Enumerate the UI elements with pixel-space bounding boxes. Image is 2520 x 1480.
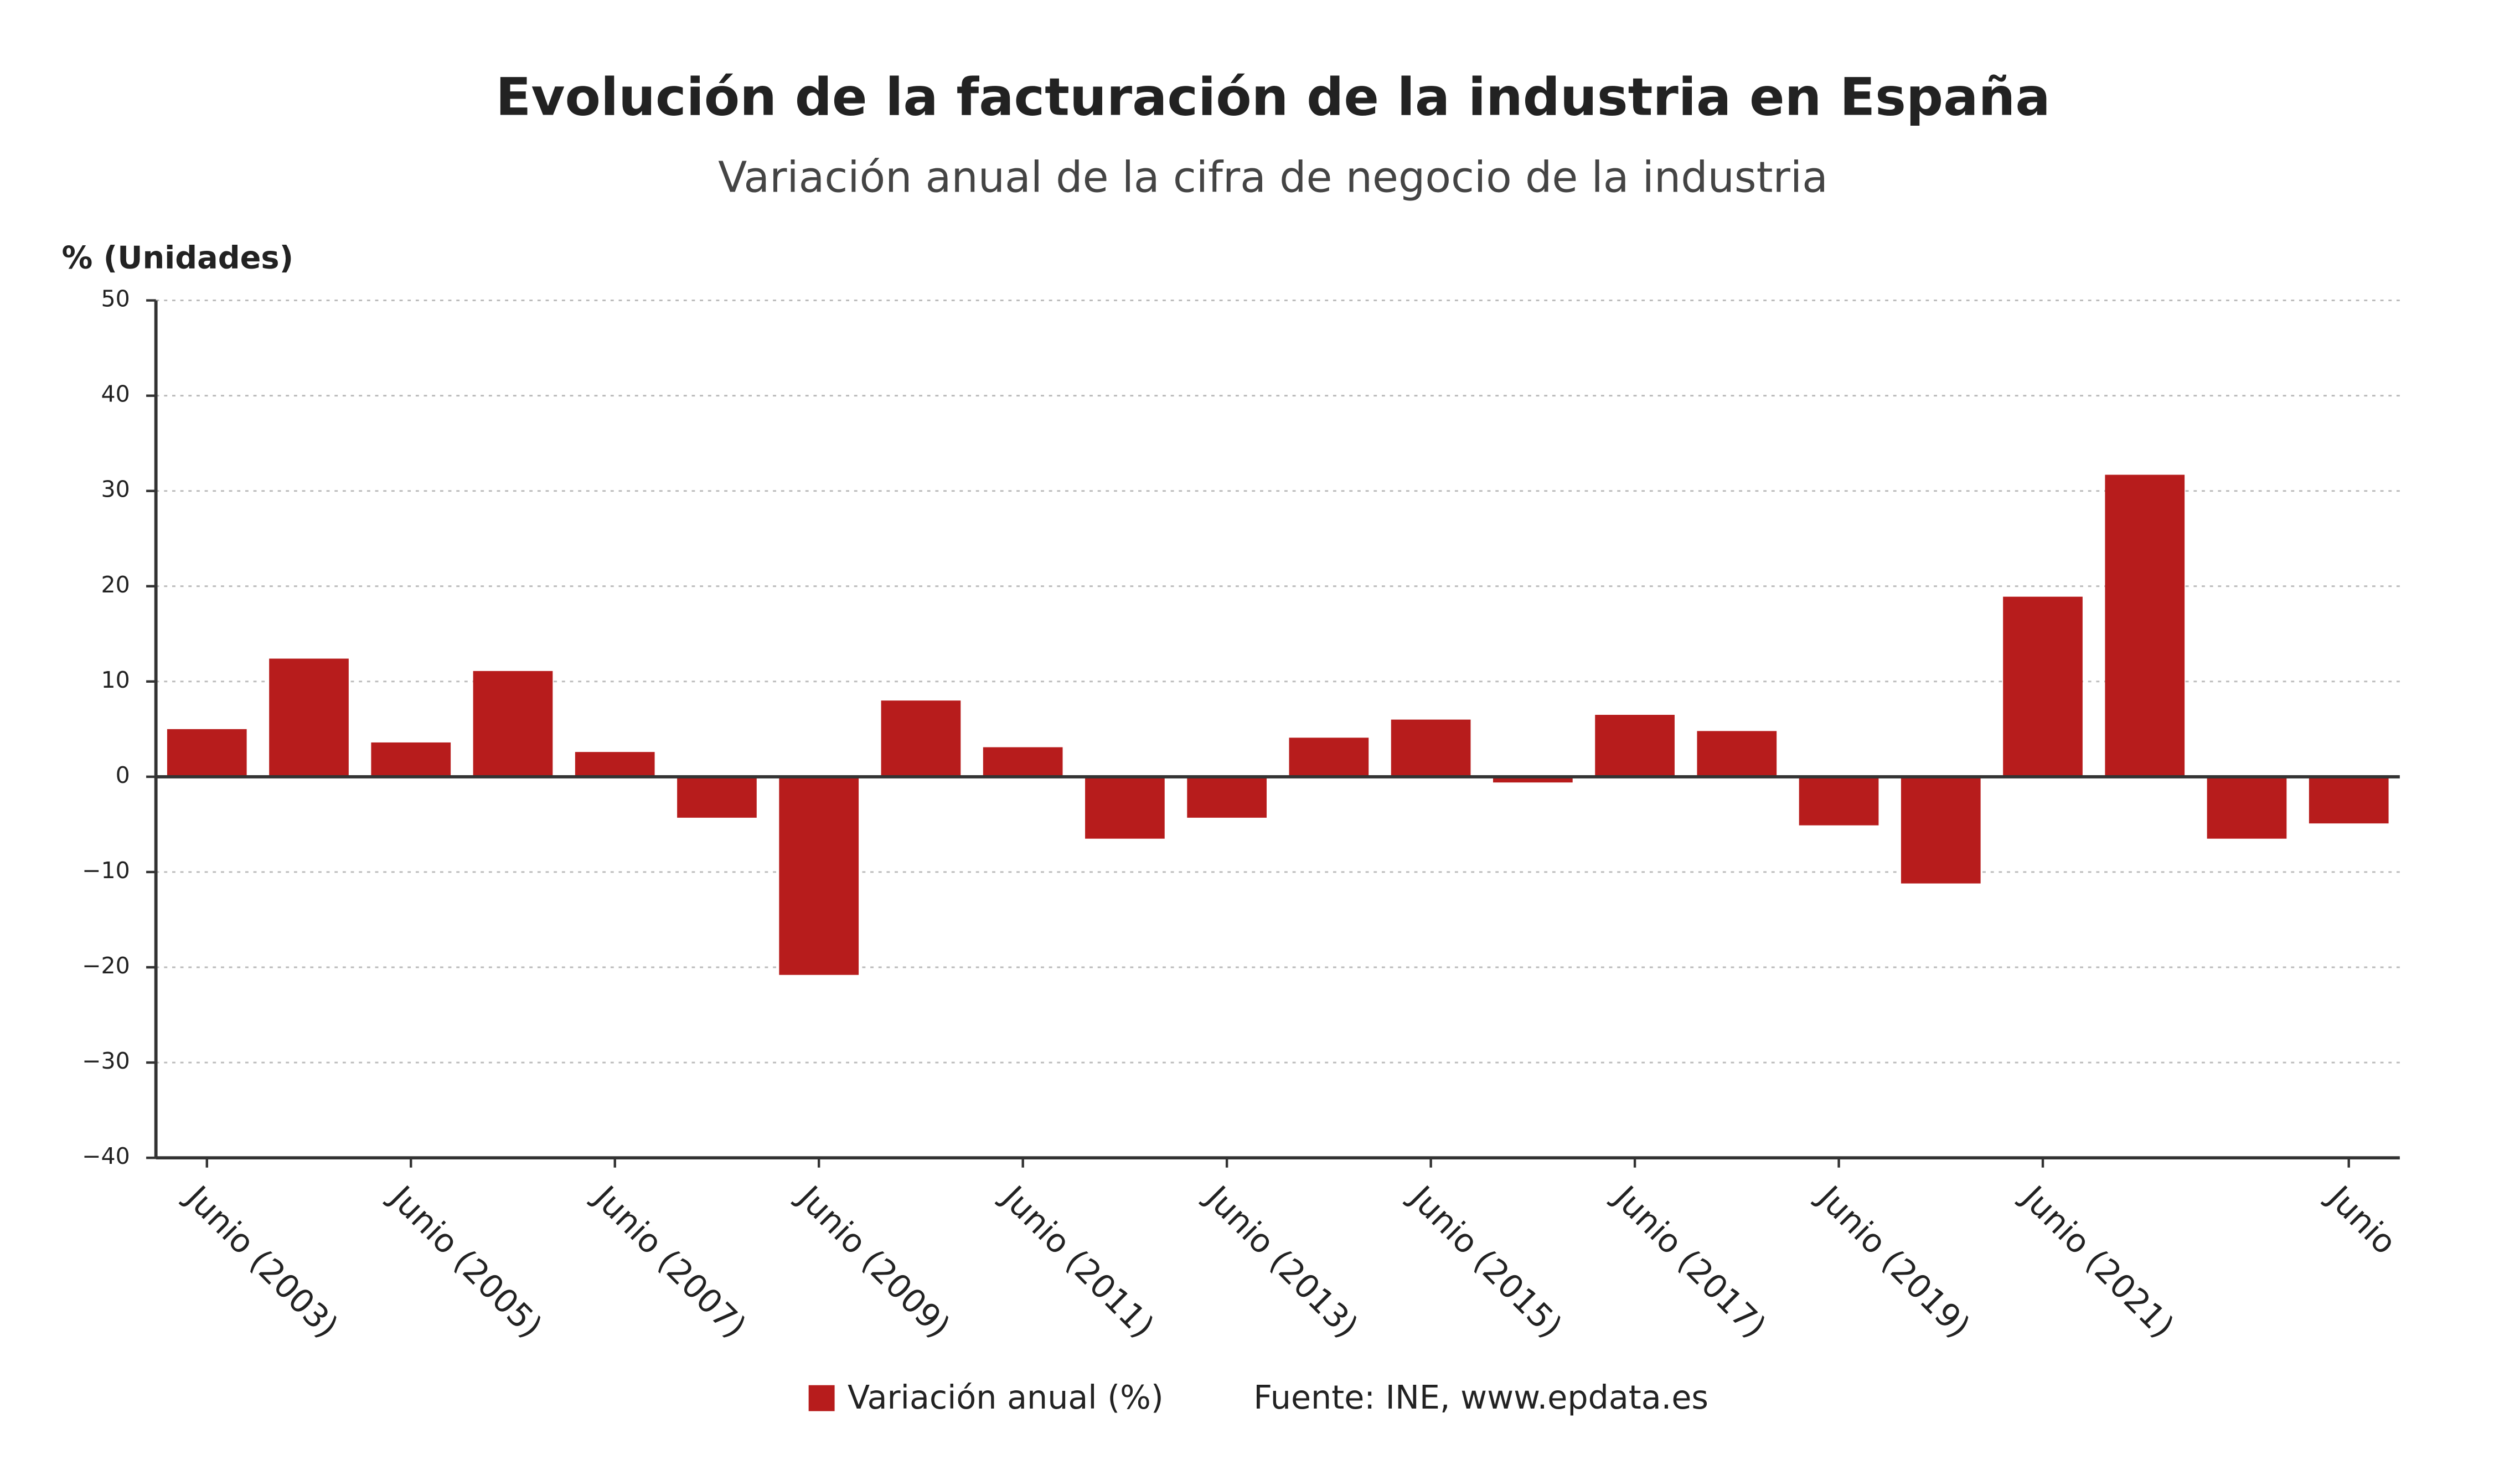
x-tick-label: Junio bbox=[2319, 1177, 2404, 1262]
bar bbox=[881, 700, 961, 777]
x-tick-label: Junio (2005) bbox=[381, 1177, 550, 1345]
bar bbox=[2105, 475, 2185, 777]
x-tick-label: Junio (2003) bbox=[177, 1177, 345, 1345]
bar bbox=[677, 776, 757, 818]
bar bbox=[1799, 776, 1879, 826]
bar bbox=[1697, 731, 1777, 777]
y-tick-label: −10 bbox=[82, 857, 130, 884]
bar bbox=[983, 747, 1063, 777]
y-axis-label: % (Unidades) bbox=[62, 240, 293, 276]
legend-swatch bbox=[808, 1385, 835, 1411]
y-tick-label: 50 bbox=[101, 286, 130, 312]
source: Fuente: INE, www.epdata.es bbox=[1253, 1379, 1708, 1416]
x-tick-label: Junio (2009) bbox=[789, 1177, 958, 1345]
y-tick-label: 0 bbox=[116, 762, 130, 788]
y-tick-label: 30 bbox=[101, 476, 130, 503]
x-tick-label: Junio (2007) bbox=[585, 1177, 753, 1345]
bar bbox=[1085, 776, 1165, 839]
bar bbox=[2309, 776, 2389, 824]
bar bbox=[779, 776, 859, 975]
y-tick-label: −40 bbox=[82, 1143, 130, 1169]
y-tick-label: 40 bbox=[101, 381, 130, 408]
bar bbox=[575, 752, 655, 777]
bar bbox=[2003, 596, 2083, 777]
chart-title: Evolución de la facturación de la indust… bbox=[495, 68, 2050, 128]
x-tick-label: Junio (2021) bbox=[2013, 1177, 2182, 1345]
chart-subtitle: Variación anual de la cifra de negocio d… bbox=[718, 153, 1828, 202]
bar bbox=[1289, 738, 1369, 777]
x-tick-label: Junio (2015) bbox=[1401, 1177, 1569, 1345]
y-tick-label: −30 bbox=[82, 1048, 130, 1074]
y-tick-label: −20 bbox=[82, 952, 130, 979]
bar bbox=[1595, 715, 1675, 777]
bar bbox=[1187, 776, 1267, 818]
bar bbox=[1901, 776, 1981, 884]
x-tick-label: Junio (2011) bbox=[993, 1177, 1161, 1345]
x-tick-label: Junio (2019) bbox=[1809, 1177, 1977, 1345]
bar bbox=[473, 671, 553, 777]
bar bbox=[1493, 776, 1573, 783]
bar bbox=[2207, 776, 2287, 839]
x-tick-label: Junio (2017) bbox=[1605, 1177, 1774, 1345]
y-tick-label: 20 bbox=[101, 571, 130, 598]
y-tick-label: 10 bbox=[101, 667, 130, 693]
bar bbox=[269, 658, 349, 777]
bar bbox=[371, 742, 451, 777]
x-tick-label: Junio (2013) bbox=[1197, 1177, 1366, 1345]
bar bbox=[1391, 719, 1471, 777]
legend-label: Variación anual (%) bbox=[848, 1379, 1164, 1416]
bar bbox=[167, 729, 247, 777]
